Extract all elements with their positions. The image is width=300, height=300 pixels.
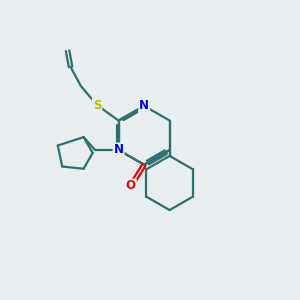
Text: O: O: [126, 179, 136, 192]
Text: S: S: [93, 99, 101, 112]
Text: N: N: [114, 143, 124, 157]
Text: N: N: [139, 99, 149, 112]
